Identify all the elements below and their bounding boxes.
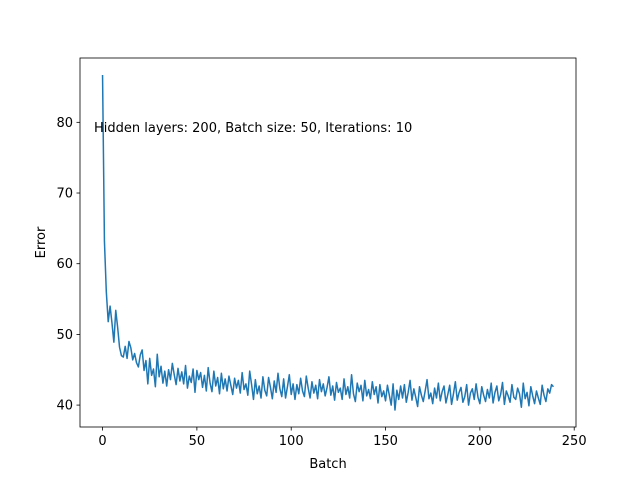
x-tick-label: 50 xyxy=(189,434,206,449)
y-tick-label: 60 xyxy=(56,257,73,272)
y-tick-label: 80 xyxy=(56,116,73,131)
x-tick-label: 150 xyxy=(373,434,398,449)
x-axis-label: Batch xyxy=(309,457,346,472)
y-tick-label: 40 xyxy=(56,399,73,414)
y-axis-label: Error xyxy=(34,226,49,258)
y-tick-label: 50 xyxy=(56,328,73,343)
x-tick-label: 200 xyxy=(467,434,492,449)
x-tick-label: 250 xyxy=(562,434,587,449)
annotation: Hidden layers: 200, Batch size: 50, Iter… xyxy=(94,121,412,136)
x-tick-label: 0 xyxy=(98,434,106,449)
y-tick-label: 70 xyxy=(56,187,73,202)
x-tick-label: 100 xyxy=(279,434,304,449)
plot-frame xyxy=(79,57,577,428)
line-series xyxy=(101,74,555,411)
